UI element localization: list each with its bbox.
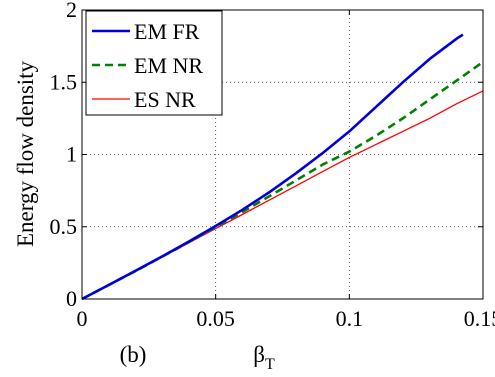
tick-labels: 0 0.05 0.1 0.15 0 0.5 1 1.5 2 bbox=[50, 0, 495, 331]
y-tick-label: 2 bbox=[66, 0, 77, 22]
x-axis-title-main: β bbox=[253, 342, 265, 367]
y-axis-title: Energy flow density bbox=[13, 60, 38, 247]
series-line-em-nr bbox=[81, 60, 484, 301]
series-layer bbox=[81, 33, 484, 301]
x-tick-label: 0.15 bbox=[464, 306, 495, 331]
y-tick-label: 0.5 bbox=[50, 214, 78, 239]
legend: EM FR EM NR ES NR bbox=[85, 10, 223, 116]
y-tick-label: 0 bbox=[66, 286, 77, 311]
legend-label: ES NR bbox=[134, 87, 196, 112]
x-tick-label: 0.05 bbox=[196, 306, 235, 331]
y-tick-label: 1.5 bbox=[50, 69, 78, 94]
y-tick-label: 1 bbox=[66, 142, 77, 167]
x-axis-title: βT bbox=[253, 342, 275, 373]
series-line-em-fr bbox=[81, 33, 464, 301]
x-axis-title-subscript: T bbox=[265, 356, 275, 373]
x-tick-label: 0 bbox=[77, 306, 88, 331]
x-tick-label: 0.1 bbox=[336, 306, 364, 331]
panel-label: (b) bbox=[120, 342, 147, 367]
legend-box bbox=[85, 10, 223, 116]
legend-label: EM NR bbox=[134, 53, 203, 78]
legend-label: EM FR bbox=[134, 19, 200, 44]
